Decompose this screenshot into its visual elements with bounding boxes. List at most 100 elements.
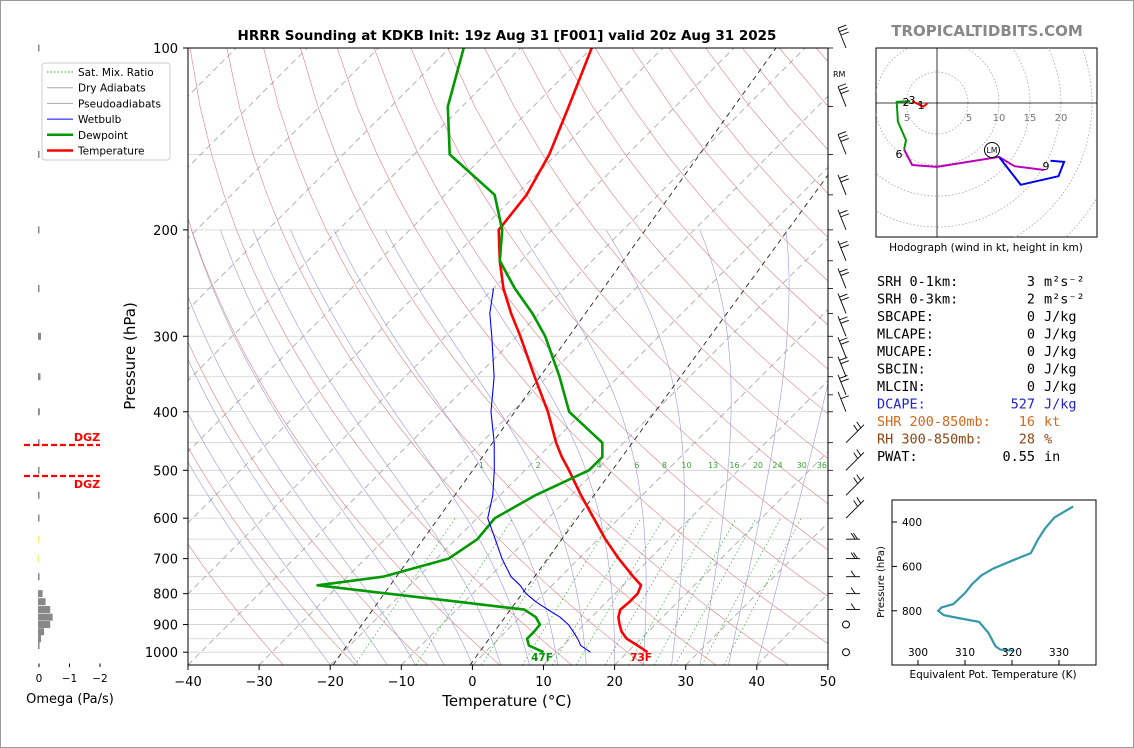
- hodograph-height-label: 1: [918, 99, 925, 112]
- left-mover-label: LM: [987, 146, 998, 155]
- omega-bar: [38, 590, 43, 598]
- y-tick-label: 300: [153, 330, 178, 345]
- dgz-label-top: DGZ: [74, 431, 100, 444]
- moist-adiabat: [605, 229, 685, 665]
- theta-e-panel: 300 310 320 330 400 600 800 Equivalent Pot. Tem…: [876, 499, 1097, 681]
- y-tick-label: 800: [153, 588, 178, 603]
- moist-adiabat: [699, 229, 732, 665]
- skewt-x-ticks: −40 −30 −20 −10 0 10 20 30 40 50: [174, 665, 836, 690]
- chart-title: HRRR Sounding at KDKB Init: 19z Aug 31 […: [238, 28, 777, 44]
- mixing-ratio-line: [653, 518, 737, 665]
- stat-row: DCAPE: 527 J/kg: [877, 397, 1077, 413]
- mixing-ratio-label: 24: [772, 461, 782, 470]
- omega-tick-label: 0: [36, 673, 43, 685]
- moist-adiabat: [333, 229, 559, 665]
- theta-e-y-tick-label: 600: [902, 561, 922, 573]
- dry-adiabat: [521, 48, 828, 415]
- hodograph-ring-label: 5: [966, 113, 972, 124]
- hodograph-trace: [903, 149, 1045, 171]
- moist-adiabat: [728, 229, 790, 665]
- stat-value: 0: [1027, 379, 1035, 395]
- sounding-profiles: [316, 48, 649, 654]
- wind-barb: [837, 316, 847, 337]
- wind-barb: [837, 86, 847, 107]
- left-mover-marker: [984, 142, 1000, 158]
- y-tick-label: 700: [153, 553, 178, 568]
- x-tick-label: 40: [749, 675, 766, 690]
- mixing-ratio-label: 1: [479, 461, 484, 470]
- stat-value: 28: [1019, 432, 1035, 448]
- wind-barb: [837, 374, 847, 395]
- stat-row: PWAT: 0.55 in: [877, 449, 1060, 465]
- stat-row: SBCIN: 0 J/kg: [877, 362, 1077, 378]
- mixing-ratio-line: [628, 518, 713, 665]
- legend-label: Dry Adiabats: [78, 83, 146, 95]
- omega-panel: DGZ DGZ 0 −1 −2 Omega (Pa/s): [24, 44, 114, 707]
- stat-row: SBCAPE: 0 J/kg: [877, 309, 1077, 325]
- mixing-ratio-label: 13: [708, 461, 718, 470]
- omega-tick-label: −1: [62, 673, 77, 685]
- y-tick-label: 1000: [145, 646, 178, 661]
- hodograph-trace: [998, 156, 1066, 186]
- stat-row: RH 300-850mb: 28%: [877, 432, 1052, 448]
- mixing-ratio-line: [522, 518, 614, 665]
- mixing-ratio-label: 2: [536, 461, 541, 470]
- isotherm: [258, 95, 828, 665]
- stats-table: SRH 0-1km: 3 m²s⁻² SRH 0-3km: 2 m²s⁻² SBCAPE: 0…: [877, 274, 1085, 465]
- x-tick-label: 20: [606, 675, 623, 690]
- mixing-ratio-label: 20: [753, 461, 763, 470]
- legend-label: Wetbulb: [78, 114, 122, 126]
- omega-tick-label: −2: [92, 673, 107, 685]
- stat-unit: J/kg: [1044, 397, 1077, 413]
- omega-bar: [38, 44, 40, 52]
- stat-value: 0.55: [1002, 449, 1035, 465]
- moist-adiabat: [188, 461, 331, 665]
- stat-unit: J/kg: [1044, 309, 1077, 325]
- stat-unit: kt: [1044, 414, 1060, 430]
- dry-adiabat: [410, 48, 828, 551]
- calm-wind-circle: [842, 620, 850, 629]
- stat-row: SRH 0-1km: 3 m²s⁻²: [877, 274, 1085, 290]
- omega-bar: [37, 555, 39, 563]
- brand-logo: TROPICALTIDBITS.COM: [891, 22, 1083, 40]
- moist-adiabat: [252, 229, 502, 665]
- omega-bar: [38, 514, 40, 522]
- legend-label: Pseudoadiabats: [78, 98, 161, 110]
- stat-row: MLCIN: 0 J/kg: [877, 379, 1077, 395]
- theta-e-y-tick-label: 400: [902, 517, 922, 529]
- dry-adiabat: [188, 341, 428, 665]
- omega-bar: [38, 466, 40, 474]
- moist-adiabat: [188, 358, 388, 665]
- dewpoint-profile: [316, 48, 604, 654]
- chart-title: HRRR Sounding at KDKB Init: 19z Aug 31 […: [238, 28, 777, 44]
- legend-label: Dewpoint: [78, 130, 128, 142]
- omega-bar: [38, 535, 40, 543]
- dry-adiabat: [188, 446, 356, 665]
- hodograph-height-label: 9: [1043, 160, 1050, 173]
- moist-adiabat: [188, 295, 416, 665]
- mixing-ratio-label: 16: [729, 461, 739, 470]
- mixing-ratio-label: 4: [597, 461, 602, 470]
- wind-barb: [837, 27, 847, 49]
- omega-bar: [38, 439, 40, 447]
- mixing-ratio-label: 36: [817, 461, 827, 470]
- omega-x-axis-label: Omega (Pa/s): [26, 692, 114, 707]
- dry-adiabat: [558, 48, 828, 370]
- stat-unit: in: [1044, 449, 1060, 465]
- omega-bar: [38, 598, 46, 606]
- reference-line-1: [332, 48, 777, 665]
- wind-barb: [837, 134, 847, 155]
- stat-row: MLCAPE: 0 J/kg: [877, 327, 1077, 343]
- mixing-ratio-line: [604, 518, 691, 665]
- stat-label: MLCIN:: [877, 379, 926, 395]
- x-tick-label: 10: [535, 675, 552, 690]
- omega-bar: [38, 226, 40, 234]
- wind-barb: [837, 356, 847, 377]
- stat-label: SRH 0-3km:: [877, 292, 958, 308]
- mixing-ratio-label: 8: [662, 461, 667, 470]
- wetbulb-profile: [487, 288, 591, 653]
- hodograph-height-label: 3: [909, 94, 916, 107]
- moist-adiabat: [384, 229, 587, 665]
- dry-adiabat: [447, 48, 828, 505]
